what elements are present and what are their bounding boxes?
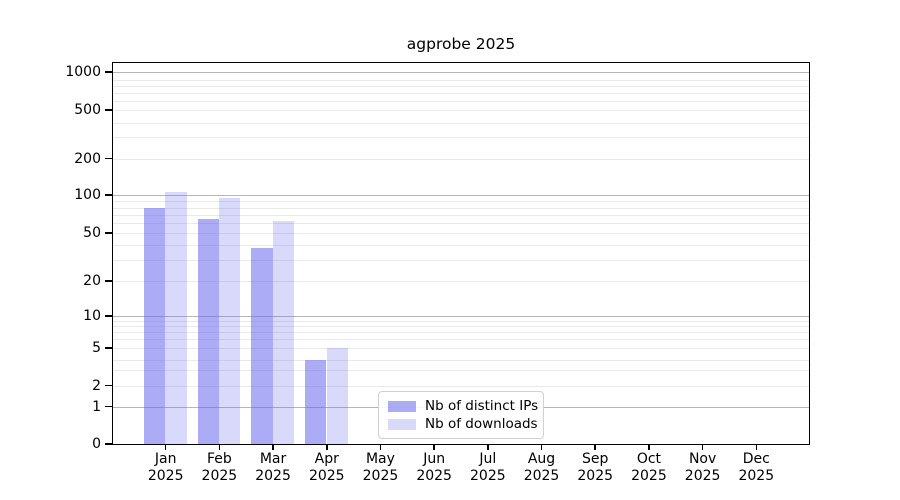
gridline-y-3 — [113, 370, 809, 371]
legend-label-distinct-ips: Nb of distinct IPs — [425, 397, 539, 414]
x-tick-mark-may — [379, 445, 382, 450]
x-tick-mark-apr — [326, 445, 328, 450]
gridline-y-80 — [113, 207, 809, 209]
y-tick-mark-200 — [105, 157, 112, 160]
x-tick-mark-sep — [594, 445, 596, 450]
gridline-y-300 — [113, 137, 809, 138]
gridline-y-60 — [113, 223, 809, 224]
gridline-y-7 — [113, 332, 809, 333]
y-tick-mark-500 — [105, 109, 112, 111]
bar-nb-of-downloads-jan — [165, 192, 187, 444]
legend-item-distinct-ips: Nb of distinct IPs — [388, 397, 539, 414]
gridline-y-9 — [113, 321, 809, 322]
x-tick-label-sep: Sep 2025 — [577, 451, 614, 484]
y-tick-label-20: 20 — [83, 273, 101, 289]
gridline-y-4 — [113, 359, 809, 361]
x-tick-label-aug: Aug 2025 — [523, 451, 560, 484]
gridline-y-1000 — [113, 72, 809, 73]
gridline-y-800 — [113, 85, 809, 87]
y-tick-mark-5 — [105, 347, 112, 349]
gridline-y-2 — [113, 385, 809, 387]
bar-nb-of-distinct-ips-mar — [251, 247, 273, 444]
bar-nb-of-distinct-ips-jan — [143, 207, 166, 444]
gridline-y-200 — [113, 158, 809, 160]
x-tick-mark-feb — [218, 445, 221, 450]
bar-nb-of-distinct-ips-feb — [197, 218, 219, 444]
gridline-y-100 — [113, 195, 809, 196]
legend-label-downloads: Nb of downloads — [425, 415, 538, 432]
y-tick-label-100: 100 — [74, 187, 101, 203]
bar-nb-of-downloads-mar — [272, 221, 295, 444]
gridline-y-900 — [113, 79, 809, 81]
y-tick-label-50: 50 — [83, 225, 101, 241]
x-tick-label-jul: Jul 2025 — [470, 451, 506, 484]
legend-swatch-downloads-icon — [388, 418, 416, 430]
gridline-y-6 — [113, 339, 809, 340]
gridline-y-30 — [113, 260, 809, 261]
gridline-y-400 — [113, 122, 809, 124]
y-tick-label-10: 10 — [83, 308, 101, 324]
chart-title: agprobe 2025 — [406, 35, 516, 53]
y-tick-label-2: 2 — [92, 377, 101, 394]
x-tick-mark-oct — [648, 445, 650, 450]
y-tick-mark-1 — [105, 405, 112, 408]
x-tick-label-jan: Jan 2025 — [147, 451, 184, 484]
y-tick-label-1: 1 — [92, 398, 101, 415]
gridline-y-90 — [113, 201, 809, 202]
x-tick-mark-mar — [272, 445, 274, 450]
x-tick-label-dec: Dec 2025 — [738, 451, 775, 484]
y-tick-mark-50 — [105, 232, 112, 234]
x-tick-label-mar: Mar 2025 — [255, 451, 291, 484]
bar-nb-of-downloads-feb — [219, 197, 241, 444]
gridline-y-70 — [113, 214, 809, 216]
gridline-y-50 — [113, 233, 809, 234]
bar-nb-of-downloads-apr — [326, 348, 348, 444]
plot-area — [112, 62, 810, 445]
y-tick-label-200: 200 — [74, 150, 101, 167]
x-tick-mark-aug — [540, 445, 543, 450]
y-tick-label-500: 500 — [74, 102, 101, 118]
x-tick-mark-nov — [701, 445, 704, 450]
y-tick-mark-1000 — [105, 71, 112, 73]
gridline-y-10 — [113, 316, 809, 317]
x-tick-mark-jul — [487, 445, 489, 450]
x-tick-label-may: May 2025 — [362, 451, 399, 484]
gridline-y-500 — [113, 110, 809, 111]
legend-swatch-distinct-ips-icon — [388, 400, 416, 412]
x-tick-mark-jun — [433, 445, 435, 450]
legend-item-downloads: Nb of downloads — [388, 415, 538, 432]
x-tick-mark-dec — [755, 445, 758, 450]
y-tick-mark-20 — [105, 280, 112, 282]
y-tick-label-0: 0 — [92, 436, 101, 452]
x-tick-label-nov: Nov 2025 — [684, 451, 721, 484]
gridline-y-8 — [113, 326, 809, 327]
y-tick-mark-0 — [105, 443, 112, 445]
gridline-y-20 — [113, 281, 809, 282]
x-tick-label-feb: Feb 2025 — [201, 451, 238, 484]
gridline-y-5 — [113, 348, 809, 349]
legend: Nb of distinct IPs Nb of downloads — [378, 391, 544, 439]
x-tick-mark-jan — [164, 445, 167, 450]
x-tick-label-jun: Jun 2025 — [416, 451, 452, 484]
gridline-y-40 — [113, 245, 809, 246]
y-tick-mark-10 — [105, 315, 112, 317]
y-tick-mark-100 — [105, 194, 112, 196]
y-tick-label-1000: 1000 — [65, 64, 101, 80]
gridline-y-600 — [113, 100, 809, 102]
bar-nb-of-distinct-ips-apr — [305, 359, 327, 444]
x-tick-label-oct: Oct 2025 — [631, 451, 667, 484]
x-tick-label-apr: Apr 2025 — [308, 451, 345, 484]
gridline-y-700 — [113, 92, 809, 94]
y-tick-mark-2 — [105, 384, 112, 387]
y-tick-label-5: 5 — [92, 340, 101, 356]
